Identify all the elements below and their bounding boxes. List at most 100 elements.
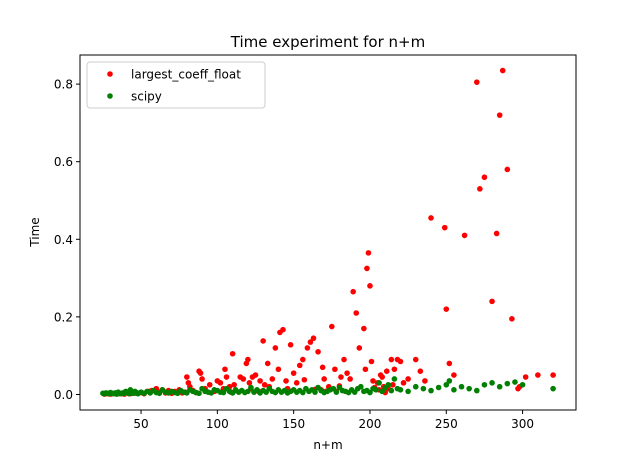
- point-largest-coeff-float: [405, 376, 411, 382]
- legend-label-scipy: scipy: [131, 90, 162, 104]
- y-tick-label: 0.0: [54, 388, 73, 402]
- x-tick-label: 100: [206, 417, 229, 431]
- point-largest-coeff-float: [332, 366, 338, 373]
- point-scipy: [481, 381, 488, 388]
- x-axis-ticks: 50 100 150 200 250 300: [133, 410, 534, 431]
- point-largest-coeff-float: [304, 345, 311, 351]
- point-scipy: [451, 387, 457, 393]
- point-largest-coeff-float: [197, 370, 204, 376]
- x-tick-label: 150: [282, 417, 305, 431]
- point-largest-coeff-float: [388, 356, 395, 363]
- point-largest-coeff-float: [350, 288, 356, 295]
- point-largest-coeff-float: [535, 372, 541, 378]
- point-largest-coeff-float: [489, 298, 495, 305]
- point-largest-coeff-float: [223, 374, 230, 380]
- point-scipy: [496, 383, 503, 390]
- point-scipy: [474, 387, 480, 394]
- point-largest-coeff-float: [222, 366, 228, 373]
- point-largest-coeff-float: [240, 376, 247, 382]
- point-largest-coeff-float: [496, 112, 503, 118]
- legend-marker-scipy: [107, 93, 113, 99]
- point-largest-coeff-float: [504, 166, 511, 173]
- point-scipy: [391, 376, 398, 382]
- point-largest-coeff-float: [391, 366, 398, 373]
- point-largest-coeff-float: [301, 376, 308, 383]
- point-largest-coeff-float: [264, 360, 271, 367]
- point-largest-coeff-float: [441, 224, 448, 231]
- point-largest-coeff-float: [206, 381, 213, 388]
- legend-label-largest-coeff-float: largest_coeff_float: [131, 68, 241, 82]
- legend-marker-largest-coeff-float: [107, 71, 113, 77]
- point-largest-coeff-float: [319, 364, 326, 371]
- point-largest-coeff-float: [290, 370, 297, 376]
- point-scipy: [435, 384, 442, 391]
- point-scipy: [504, 380, 511, 387]
- point-largest-coeff-float: [451, 372, 457, 378]
- point-largest-coeff-float: [443, 306, 450, 312]
- point-largest-coeff-float: [367, 283, 373, 289]
- point-largest-coeff-float: [310, 335, 317, 342]
- point-largest-coeff-float: [397, 358, 404, 365]
- point-largest-coeff-float: [300, 356, 306, 363]
- x-tick-label: 50: [133, 417, 148, 431]
- point-scipy: [388, 387, 395, 394]
- point-scipy: [373, 387, 379, 393]
- y-tick-label: 0.6: [54, 155, 73, 169]
- point-largest-coeff-float: [283, 378, 289, 384]
- point-largest-coeff-float: [329, 323, 335, 330]
- point-scipy: [220, 389, 227, 396]
- point-largest-coeff-float: [400, 380, 407, 386]
- point-scipy: [519, 381, 526, 388]
- point-largest-coeff-float: [550, 372, 556, 378]
- y-tick-label: 0.8: [54, 78, 73, 92]
- point-largest-coeff-float: [353, 310, 360, 316]
- point-largest-coeff-float: [474, 79, 480, 85]
- point-scipy: [379, 388, 385, 395]
- point-scipy: [466, 385, 472, 392]
- point-largest-coeff-float: [390, 381, 396, 388]
- plot-area: [80, 55, 576, 410]
- point-largest-coeff-float: [499, 67, 506, 74]
- point-largest-coeff-float: [347, 376, 353, 382]
- point-largest-coeff-float: [341, 356, 347, 363]
- point-scipy: [428, 387, 434, 394]
- point-largest-coeff-float: [199, 376, 205, 382]
- point-largest-coeff-float: [383, 368, 390, 375]
- point-largest-coeff-float: [217, 380, 224, 386]
- point-largest-coeff-float: [252, 372, 259, 378]
- point-largest-coeff-float: [461, 232, 468, 239]
- point-largest-coeff-float: [338, 374, 344, 380]
- point-scipy: [512, 379, 518, 385]
- x-tick-label: 250: [435, 417, 458, 431]
- point-scipy: [412, 383, 419, 390]
- plot-frame: [79, 54, 577, 411]
- point-scipy: [358, 383, 364, 390]
- point-scipy: [312, 389, 318, 395]
- point-largest-coeff-float: [477, 186, 483, 192]
- x-axis-label: n+m: [313, 438, 342, 452]
- point-largest-coeff-float: [280, 326, 286, 333]
- point-scipy: [333, 389, 340, 395]
- points-layer: [100, 67, 556, 397]
- point-scipy: [550, 385, 556, 392]
- point-largest-coeff-float: [272, 345, 279, 351]
- point-largest-coeff-float: [275, 366, 282, 373]
- point-largest-coeff-float: [509, 316, 515, 322]
- point-largest-coeff-float: [446, 360, 453, 367]
- point-largest-coeff-float: [321, 376, 327, 382]
- point-largest-coeff-float: [229, 350, 236, 357]
- point-largest-coeff-float: [379, 374, 385, 380]
- point-scipy: [443, 381, 450, 388]
- point-scipy: [489, 380, 495, 386]
- point-largest-coeff-float: [261, 381, 268, 388]
- point-scipy: [385, 381, 392, 388]
- chart-title: Time experiment for n+m: [230, 33, 425, 51]
- point-largest-coeff-float: [368, 358, 375, 365]
- point-largest-coeff-float: [245, 356, 251, 363]
- point-scipy: [367, 389, 373, 396]
- point-largest-coeff-float: [293, 380, 300, 386]
- point-largest-coeff-float: [184, 374, 190, 380]
- point-largest-coeff-float: [315, 349, 321, 355]
